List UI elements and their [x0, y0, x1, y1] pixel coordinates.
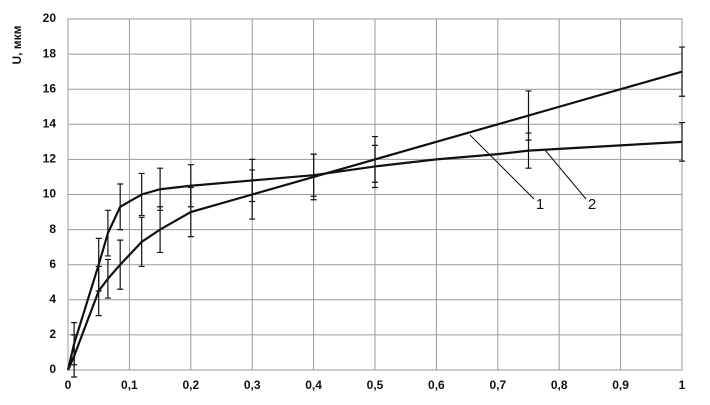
- error-bar: [249, 158, 256, 203]
- y-tick-label: 16: [43, 81, 57, 95]
- error-bar: [157, 167, 164, 211]
- y-tick-label: 6: [49, 257, 56, 271]
- y-tick-label: 2: [49, 327, 56, 341]
- error-bar: [679, 121, 685, 162]
- error-bar: [679, 46, 685, 97]
- error-bar: [138, 216, 145, 268]
- y-tick-label: 10: [43, 187, 57, 201]
- x-tick-label: 0: [65, 378, 72, 392]
- error-bar: [525, 132, 532, 169]
- error-bar: [117, 183, 124, 231]
- error-bar: [104, 258, 111, 299]
- error-bar: [138, 172, 145, 217]
- x-tick-label: 0,2: [182, 378, 199, 392]
- leader-line: [544, 149, 587, 200]
- series-label: 1: [536, 196, 544, 213]
- y-tick-label: 14: [43, 116, 57, 130]
- error-bar: [71, 322, 78, 366]
- error-bar: [310, 153, 317, 197]
- error-bar: [187, 164, 194, 208]
- error-bar: [117, 239, 124, 290]
- x-tick-label: 0,5: [367, 378, 384, 392]
- y-tick-label: 4: [49, 292, 56, 306]
- y-tick-label: 12: [43, 152, 57, 166]
- x-tick-label: 0,7: [489, 378, 506, 392]
- x-tick-label: 0,6: [428, 378, 445, 392]
- y-tick-label: 8: [49, 222, 56, 236]
- x-tick-label: 0,8: [551, 378, 568, 392]
- x-tick-label: 0,9: [612, 378, 629, 392]
- y-tick-label: 0: [49, 362, 56, 376]
- x-tick-label: 0,4: [305, 378, 322, 392]
- y-tick-label: 18: [43, 46, 57, 60]
- x-tick-label: 0,1: [121, 378, 138, 392]
- x-tick-label: 0,3: [244, 378, 261, 392]
- y-axis-label: U, мкм: [10, 25, 24, 64]
- y-tick-label: 20: [43, 11, 57, 25]
- x-tick-label: 1: [679, 378, 686, 392]
- error-bar: [372, 144, 378, 189]
- series-label: 2: [588, 196, 596, 213]
- leader-line: [469, 134, 535, 200]
- error-bar: [95, 237, 102, 292]
- error-bar: [104, 209, 111, 257]
